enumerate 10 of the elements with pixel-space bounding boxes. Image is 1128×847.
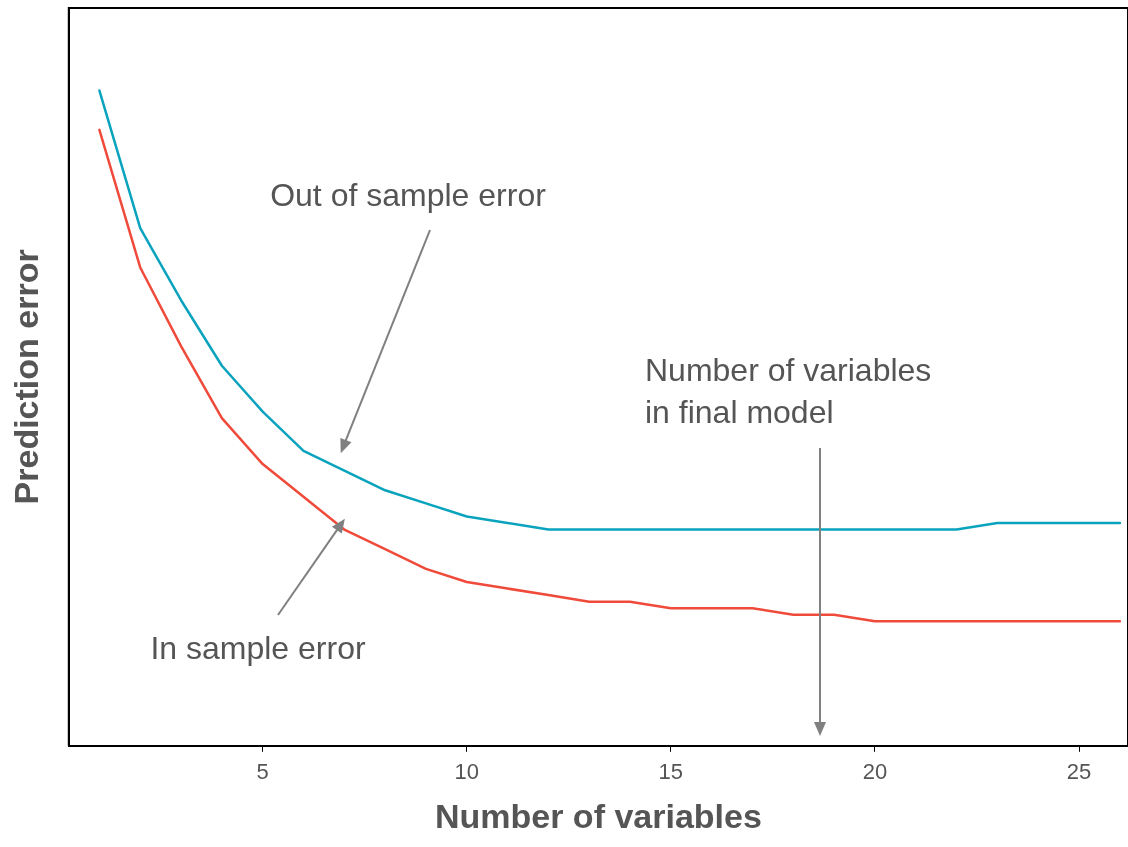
x-tick-label: 5 (256, 759, 269, 785)
annotation: Out of sample error (270, 176, 547, 213)
x-axis-title: Number of variables (434, 796, 762, 835)
annotation: In sample error (150, 629, 366, 666)
annotation: Number of variables in final model (645, 351, 932, 430)
x-tick-label: 20 (862, 759, 888, 785)
x-tick-label: 10 (454, 759, 480, 785)
y-axis-title: Prediction error (6, 249, 45, 505)
x-tick-label: 25 (1066, 759, 1092, 785)
x-tick-label: 15 (658, 759, 684, 785)
